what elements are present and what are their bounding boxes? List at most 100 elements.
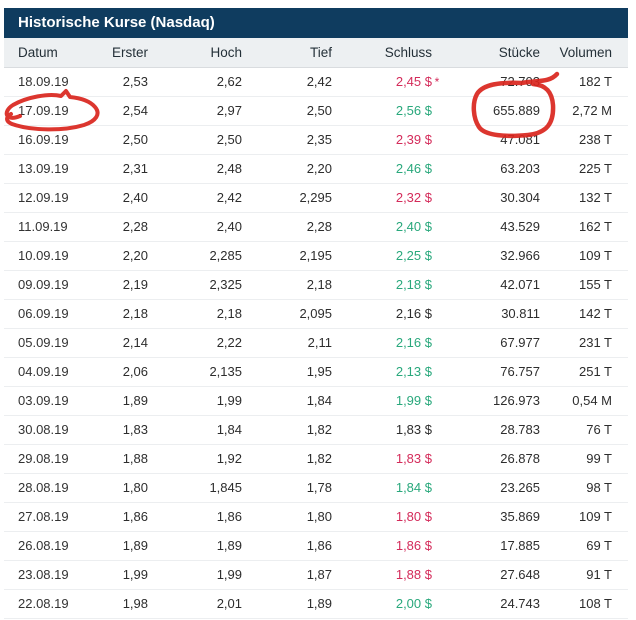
close-value: 1,86 $ <box>395 538 432 553</box>
cell-volume: 0,54 M <box>572 393 612 408</box>
cell-shares: 126.973 <box>493 393 540 408</box>
cell-shares: 23.265 <box>500 480 540 495</box>
cell-volume: 251 T <box>578 364 612 379</box>
cell-volume: 98 T <box>586 480 612 495</box>
cell-shares: 67.977 <box>500 335 540 350</box>
cell-close: 2,39 $ <box>332 126 442 154</box>
cell-shares: 76.757 <box>500 364 540 379</box>
cell-high: 2,40 <box>216 219 242 234</box>
close-value: 2,13 $ <box>395 364 432 379</box>
cell-high: 1,89 <box>216 538 242 553</box>
cell-volume: 142 T <box>578 306 612 321</box>
cell-high: 2,48 <box>216 161 242 176</box>
cell-close: 1,83 $ <box>332 416 442 444</box>
cell-low: 1,89 <box>306 596 332 611</box>
cell-high: 2,18 <box>216 306 242 321</box>
column-header-schluss: Schluss <box>384 45 432 60</box>
cell-date: 29.08.19 <box>18 451 69 466</box>
cell-shares: 17.885 <box>500 538 540 553</box>
cell-date: 06.09.19 <box>18 306 69 321</box>
cell-close: 2,56 $ <box>332 97 442 125</box>
cell-open: 2,54 <box>122 103 148 118</box>
cell-volume: 155 T <box>578 277 612 292</box>
cell-low: 1,78 <box>306 480 332 495</box>
cell-low: 1,95 <box>306 364 332 379</box>
historical-prices-panel: Historische Kurse (Nasdaq) Datum Erster … <box>4 8 628 619</box>
cell-high: 1,845 <box>209 480 242 495</box>
cell-open: 1,80 <box>122 480 148 495</box>
cell-close: 2,46 $ <box>332 155 442 183</box>
table-row: 17.09.19 2,54 2,97 2,50 2,56 $ 655.889 2… <box>4 97 628 126</box>
cell-high: 2,97 <box>216 103 242 118</box>
cell-date: 16.09.19 <box>18 132 69 147</box>
table-row: 09.09.19 2,19 2,325 2,18 2,18 $ 42.071 1… <box>4 271 628 300</box>
close-value: 1,84 $ <box>395 480 432 495</box>
cell-high: 2,01 <box>216 596 242 611</box>
cell-shares: 35.869 <box>500 509 540 524</box>
cell-close: 2,45 $ * <box>332 68 442 96</box>
table-row: 16.09.19 2,50 2,50 2,35 2,39 $ 47.081 23… <box>4 126 628 155</box>
cell-close: 1,83 $ <box>332 445 442 473</box>
table-row: 18.09.19 2,53 2,62 2,42 2,45 $ * 72.703 1… <box>4 68 628 97</box>
cell-high: 2,62 <box>216 74 242 89</box>
close-value: 2,45 $ <box>395 74 432 89</box>
cell-date: 10.09.19 <box>18 248 69 263</box>
cell-date: 17.09.19 <box>18 103 69 118</box>
cell-open: 2,06 <box>122 364 148 379</box>
cell-open: 2,53 <box>122 74 148 89</box>
cell-volume: 91 T <box>586 567 612 582</box>
cell-open: 1,99 <box>122 567 148 582</box>
close-value: 1,83 $ <box>395 451 432 466</box>
cell-high: 2,285 <box>209 248 242 263</box>
cell-date: 12.09.19 <box>18 190 69 205</box>
cell-date: 09.09.19 <box>18 277 69 292</box>
cell-open: 2,28 <box>122 219 148 234</box>
cell-low: 2,095 <box>299 306 332 321</box>
cell-low: 2,195 <box>299 248 332 263</box>
cell-date: 30.08.19 <box>18 422 69 437</box>
cell-close: 1,84 $ <box>332 474 442 502</box>
cell-shares: 63.203 <box>500 161 540 176</box>
panel-title: Historische Kurse (Nasdaq) <box>4 8 628 38</box>
close-value: 2,32 $ <box>395 190 432 205</box>
close-value: 1,88 $ <box>395 567 432 582</box>
column-header-erster: Erster <box>111 45 148 60</box>
cell-volume: 225 T <box>578 161 612 176</box>
cell-volume: 238 T <box>578 132 612 147</box>
table-row: 06.09.19 2,18 2,18 2,095 2,16 $ 30.811 1… <box>4 300 628 329</box>
table-header-row: Datum Erster Hoch Tief Schluss Stücke Vo… <box>4 38 628 68</box>
table-row: 23.08.19 1,99 1,99 1,87 1,88 $ 27.648 91… <box>4 561 628 590</box>
close-value: 2,00 $ <box>395 596 432 611</box>
cell-high: 2,135 <box>209 364 242 379</box>
cell-low: 1,82 <box>306 422 332 437</box>
cell-shares: 72.703 <box>500 74 540 89</box>
cell-open: 2,50 <box>122 132 148 147</box>
cell-volume: 2,72 M <box>572 103 612 118</box>
cell-high: 2,22 <box>216 335 242 350</box>
table-row: 10.09.19 2,20 2,285 2,195 2,25 $ 32.966 … <box>4 242 628 271</box>
cell-low: 2,50 <box>306 103 332 118</box>
cell-volume: 109 T <box>578 248 612 263</box>
table-row: 22.08.19 1,98 2,01 1,89 2,00 $ 24.743 10… <box>4 590 628 619</box>
cell-volume: 162 T <box>578 219 612 234</box>
close-value: 1,80 $ <box>395 509 432 524</box>
cell-open: 1,88 <box>122 451 148 466</box>
table-row: 29.08.19 1,88 1,92 1,82 1,83 $ 26.878 99… <box>4 445 628 474</box>
cell-date: 11.09.19 <box>18 219 68 234</box>
close-value: 2,16 $ <box>395 335 432 350</box>
cell-close: 2,00 $ <box>332 590 442 618</box>
cell-close: 1,80 $ <box>332 503 442 531</box>
cell-close: 1,88 $ <box>332 561 442 589</box>
cell-shares: 32.966 <box>500 248 540 263</box>
cell-open: 2,14 <box>122 335 148 350</box>
close-value: 2,16 $ <box>395 306 432 321</box>
cell-volume: 132 T <box>578 190 612 205</box>
close-value: 2,46 $ <box>395 161 432 176</box>
cell-volume: 99 T <box>586 451 612 466</box>
table-body: 18.09.19 2,53 2,62 2,42 2,45 $ * 72.703 1… <box>4 68 628 619</box>
cell-shares: 30.304 <box>500 190 540 205</box>
cell-low: 2,295 <box>299 190 332 205</box>
cell-date: 03.09.19 <box>18 393 69 408</box>
table-row: 12.09.19 2,40 2,42 2,295 2,32 $ 30.304 1… <box>4 184 628 213</box>
cell-low: 1,82 <box>306 451 332 466</box>
